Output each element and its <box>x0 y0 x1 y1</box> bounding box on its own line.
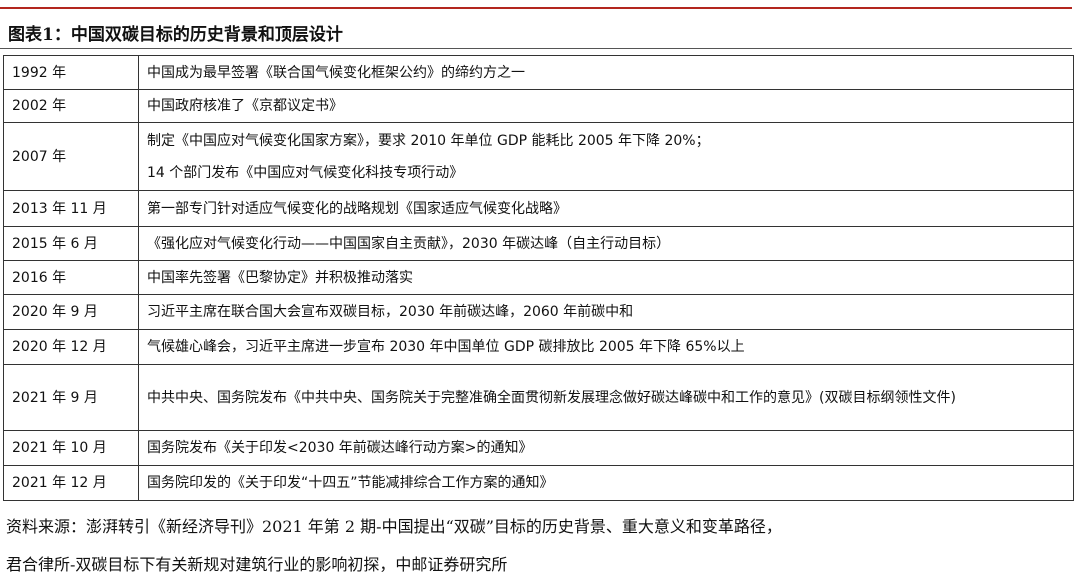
table-row: 2021 年 12 月国务院印发的《关于印发“十四五”节能减排综合工作方案的通知… <box>3 465 1074 501</box>
table-row: 2007 年制定《中国应对气候变化国家方案》，要求 2010 年单位 GDP 能… <box>3 122 1074 191</box>
event-line: 第一部专门针对适应气候变化的战略规划《国家适应气候变化战略》 <box>147 200 567 217</box>
event-line: 14 个部门发布《中国应对气候变化科技专项行动》 <box>147 164 464 181</box>
title: 图表1：中国双碳目标的历史背景和顶层设计 <box>8 25 343 45</box>
year-cell: 2021 年 12 月 <box>3 465 139 501</box>
year-cell: 2020 年 9 月 <box>3 294 139 330</box>
year-cell: 2020 年 12 月 <box>3 329 139 365</box>
event-cell: 国务院发布《关于印发<2030 年前碳达峰行动方案>的通知》 <box>138 430 1074 466</box>
year-cell: 2015 年 6 月 <box>3 226 139 261</box>
source-line: 君合律所-双碳目标下有关新规对建筑行业的影响初探，中邮证券研究所 <box>6 555 508 574</box>
event-line: 中共中央、国务院发布《中共中央、国务院关于完整准确全面贯彻新发展理念做好碳达峰碳… <box>147 389 956 406</box>
event-cell: 中国成为最早签署《联合国气候变化框架公约》的缔约方之一 <box>138 55 1074 90</box>
table-row: 2015 年 6 月《强化应对气候变化行动——中国国家自主贡献》，2030 年碳… <box>3 226 1074 261</box>
year-cell: 2002 年 <box>3 89 139 123</box>
table-row: 2020 年 9 月习近平主席在联合国大会宣布双碳目标，2030 年前碳达峰，2… <box>3 294 1074 330</box>
table-row: 2021 年 10 月国务院发布《关于印发<2030 年前碳达峰行动方案>的通知… <box>3 430 1074 466</box>
table-row: 2002 年中国政府核准了《京都议定书》 <box>3 89 1074 123</box>
event-line: 中国成为最早签署《联合国气候变化框架公约》的缔约方之一 <box>147 64 525 81</box>
title-rule <box>0 48 1072 49</box>
year-cell: 2016 年 <box>3 260 139 295</box>
event-line: 中国政府核准了《京都议定书》 <box>147 98 343 114</box>
event-cell: 国务院印发的《关于印发“十四五”节能减排综合工作方案的通知》 <box>138 465 1074 501</box>
source-line: 资料来源：澎湃转引《新经济导刊》2021 年第 2 期-中国提出“双碳”目标的历… <box>6 517 782 536</box>
year-cell: 2021 年 9 月 <box>3 364 139 431</box>
year-cell: 2007 年 <box>3 122 139 191</box>
table-row: 2021 年 9 月中共中央、国务院发布《中共中央、国务院关于完整准确全面贯彻新… <box>3 364 1074 431</box>
table-row: 2020 年 12 月气候雄心峰会，习近平主席进一步宣布 2030 年中国单位 … <box>3 329 1074 365</box>
year-cell: 2021 年 10 月 <box>3 430 139 466</box>
event-cell: 习近平主席在联合国大会宣布双碳目标，2030 年前碳达峰，2060 年前碳中和 <box>138 294 1074 330</box>
timeline-table: 1992 年中国成为最早签署《联合国气候变化框架公约》的缔约方之一 2002 年中… <box>3 55 1074 501</box>
event-cell: 制定《中国应对气候变化国家方案》，要求 2010 年单位 GDP 能耗比 200… <box>138 122 1074 191</box>
table-row: 2016 年中国率先签署《巴黎协定》并积极推动落实 <box>3 260 1074 295</box>
top-rule <box>0 7 1072 9</box>
event-cell: 《强化应对气候变化行动——中国国家自主贡献》，2030 年碳达峰（自主行动目标） <box>138 226 1074 261</box>
year-cell: 2013 年 11 月 <box>3 190 139 227</box>
year-cell: 1992 年 <box>3 55 139 90</box>
event-cell: 第一部专门针对适应气候变化的战略规划《国家适应气候变化战略》 <box>138 190 1074 227</box>
event-line: 制定《中国应对气候变化国家方案》，要求 2010 年单位 GDP 能耗比 200… <box>147 132 710 149</box>
event-line: 中国率先签署《巴黎协定》并积极推动落实 <box>147 269 413 286</box>
event-line: 国务院印发的《关于印发“十四五”节能减排综合工作方案的通知》 <box>147 475 554 491</box>
table-row: 1992 年中国成为最早签署《联合国气候变化框架公约》的缔约方之一 <box>3 55 1074 90</box>
event-line: 气候雄心峰会，习近平主席进一步宣布 2030 年中国单位 GDP 碳排放比 20… <box>147 339 745 355</box>
event-cell: 气候雄心峰会，习近平主席进一步宣布 2030 年中国单位 GDP 碳排放比 20… <box>138 329 1074 365</box>
footer: 资料来源：澎湃转引《新经济导刊》2021 年第 2 期-中国提出“双碳”目标的历… <box>6 508 782 584</box>
event-line: 《强化应对气候变化行动——中国国家自主贡献》，2030 年碳达峰（自主行动目标） <box>147 235 671 252</box>
event-cell: 中共中央、国务院发布《中共中央、国务院关于完整准确全面贯彻新发展理念做好碳达峰碳… <box>138 364 1074 431</box>
event-cell: 中国政府核准了《京都议定书》 <box>138 89 1074 123</box>
event-line: 习近平主席在联合国大会宣布双碳目标，2030 年前碳达峰，2060 年前碳中和 <box>147 304 634 320</box>
table-row: 2013 年 11 月第一部专门针对适应气候变化的战略规划《国家适应气候变化战略… <box>3 190 1074 227</box>
event-line: 国务院发布《关于印发<2030 年前碳达峰行动方案>的通知》 <box>147 440 533 456</box>
event-cell: 中国率先签署《巴黎协定》并积极推动落实 <box>138 260 1074 295</box>
